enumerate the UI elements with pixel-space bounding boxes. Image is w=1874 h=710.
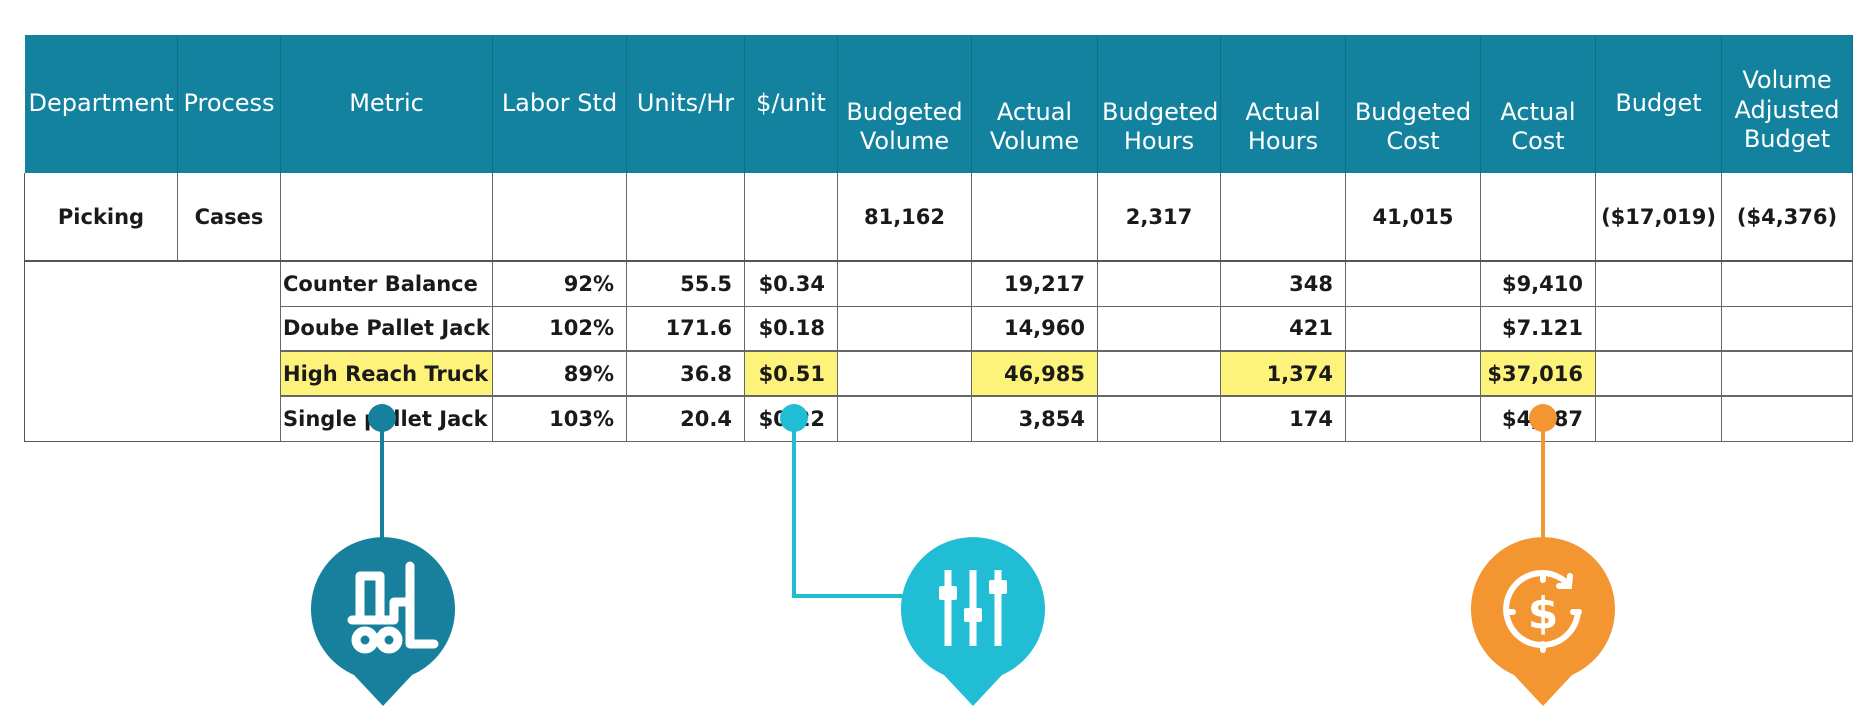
- summary-actual-volume-cell: [971, 173, 1098, 262]
- col-header-per-unit: $/unit: [744, 35, 838, 173]
- actual-hours-value: 421: [1220, 306, 1346, 352]
- budgeted-cost-cell: [1345, 350, 1481, 397]
- col-header-labor-std: Labor Std: [492, 35, 627, 173]
- col-header-budgeted-volume: Budgeted Volume: [837, 35, 972, 173]
- col-header-units-hr: Units/Hr: [626, 35, 745, 173]
- units-hr-value: 20.4: [626, 396, 745, 442]
- labor-budget-table-container: Department Process Metric Labor Std Unit…: [24, 35, 1853, 442]
- summary-actual-cost-cell: [1480, 173, 1596, 262]
- summary-budgeted-cost: 41,015: [1345, 173, 1481, 262]
- metric-name: Doube Pallet Jack: [280, 306, 493, 352]
- volume-adjusted-budget-cell: [1721, 260, 1853, 307]
- dollar-clock-icon: $: [1470, 536, 1616, 708]
- col-header-budgeted-hours: Budgeted Hours: [1097, 35, 1221, 173]
- table-row-highlighted: High Reach Truck 89% 36.8 $0.51 46,985 1…: [25, 350, 1853, 397]
- sliders-connector-line-vertical: [792, 418, 796, 598]
- actual-hours-value: 348: [1220, 260, 1346, 307]
- labor-budget-table: Department Process Metric Labor Std Unit…: [24, 35, 1853, 442]
- summary-units-hr-cell: [626, 173, 745, 262]
- volume-adjusted-budget-cell: [1721, 306, 1853, 352]
- table-row: Single pallet Jack 103% 20.4 $0.22 3,854…: [25, 396, 1853, 442]
- budgeted-volume-cell: [837, 350, 972, 397]
- units-hr-value: 171.6: [626, 306, 745, 352]
- col-header-process: Process: [177, 35, 281, 173]
- labor-std-value: 102%: [492, 306, 627, 352]
- budget-cell: [1595, 350, 1722, 397]
- col-header-actual-volume: Actual Volume: [971, 35, 1098, 173]
- col-header-metric: Metric: [280, 35, 493, 173]
- summary-per-unit-cell: [744, 173, 838, 262]
- forklift-connector-line: [380, 418, 384, 548]
- summary-budgeted-volume: 81,162: [837, 173, 972, 262]
- summary-labor-std-cell: [492, 173, 627, 262]
- labor-std-value: 89%: [492, 350, 627, 397]
- forklift-connector-dot: [368, 404, 396, 432]
- per-unit-value: $0.18: [744, 306, 838, 352]
- sliders-connector-dot: [780, 404, 808, 432]
- col-header-actual-hours: Actual Hours: [1220, 35, 1346, 173]
- budgeted-hours-cell: [1097, 350, 1221, 397]
- blank-group-cell: [24, 260, 281, 442]
- volume-adjusted-budget-cell: [1721, 396, 1853, 442]
- budgeted-cost-cell: [1345, 306, 1481, 352]
- col-header-department: Department: [24, 35, 178, 173]
- table-row: Doube Pallet Jack 102% 171.6 $0.18 14,96…: [25, 306, 1853, 352]
- budgeted-volume-cell: [837, 260, 972, 307]
- units-hr-value: 36.8: [626, 350, 745, 397]
- summary-volume-adjusted-budget: ($4,376): [1721, 173, 1853, 262]
- summary-metric-cell: [280, 173, 493, 262]
- budget-cell: [1595, 396, 1722, 442]
- actual-cost-value: $9,410: [1480, 260, 1596, 307]
- units-hr-value: 55.5: [626, 260, 745, 307]
- cost-connector-dot: [1529, 404, 1557, 432]
- summary-budget: ($17,019): [1595, 173, 1722, 262]
- actual-hours-value: 174: [1220, 396, 1346, 442]
- actual-volume-value: 3,854: [971, 396, 1098, 442]
- budget-cell: [1595, 306, 1722, 352]
- budgeted-cost-cell: [1345, 396, 1481, 442]
- table-row: Counter Balance 92% 55.5 $0.34 19,217 34…: [24, 260, 1853, 442]
- summary-row: Picking Cases 81,162 2,317 41,015 ($17,0…: [24, 173, 1853, 262]
- col-header-actual-cost: Actual Cost: [1480, 35, 1596, 173]
- budgeted-hours-cell: [1097, 306, 1221, 352]
- budgeted-volume-cell: [837, 396, 972, 442]
- metric-name: Counter Balance: [280, 260, 493, 307]
- svg-text:$: $: [1528, 588, 1559, 639]
- col-header-volume-adjusted-budget: Volume Adjusted Budget: [1721, 35, 1853, 173]
- actual-volume-value: 19,217: [971, 260, 1098, 307]
- labor-std-value: 103%: [492, 396, 627, 442]
- volume-adjusted-budget-cell: [1721, 350, 1853, 397]
- col-header-budgeted-cost: Budgeted Cost: [1345, 35, 1481, 173]
- actual-cost-value: $37,016: [1480, 350, 1596, 397]
- header-row: Department Process Metric Labor Std Unit…: [24, 35, 1853, 173]
- actual-volume-value: 46,985: [971, 350, 1098, 397]
- actual-volume-value: 14,960: [971, 306, 1098, 352]
- summary-department: Picking: [24, 173, 178, 262]
- actual-hours-value: 1,374: [1220, 350, 1346, 397]
- budgeted-hours-cell: [1097, 260, 1221, 307]
- sliders-icon: [900, 536, 1046, 708]
- summary-budgeted-hours: 2,317: [1097, 173, 1221, 262]
- per-unit-value: $0.34: [744, 260, 838, 307]
- budgeted-hours-cell: [1097, 396, 1221, 442]
- budget-cell: [1595, 260, 1722, 307]
- cost-connector-line: [1541, 418, 1545, 548]
- actual-cost-value: $7.121: [1480, 306, 1596, 352]
- budgeted-volume-cell: [837, 306, 972, 352]
- summary-actual-hours-cell: [1220, 173, 1346, 262]
- budgeted-cost-cell: [1345, 260, 1481, 307]
- col-header-budget: Budget: [1595, 35, 1722, 173]
- metric-name: High Reach Truck: [280, 350, 493, 397]
- labor-std-value: 92%: [492, 260, 627, 307]
- forklift-icon: [310, 536, 456, 708]
- per-unit-value: $0.51: [744, 350, 838, 397]
- sliders-connector-line-horizontal: [792, 594, 912, 598]
- summary-process: Cases: [177, 173, 281, 262]
